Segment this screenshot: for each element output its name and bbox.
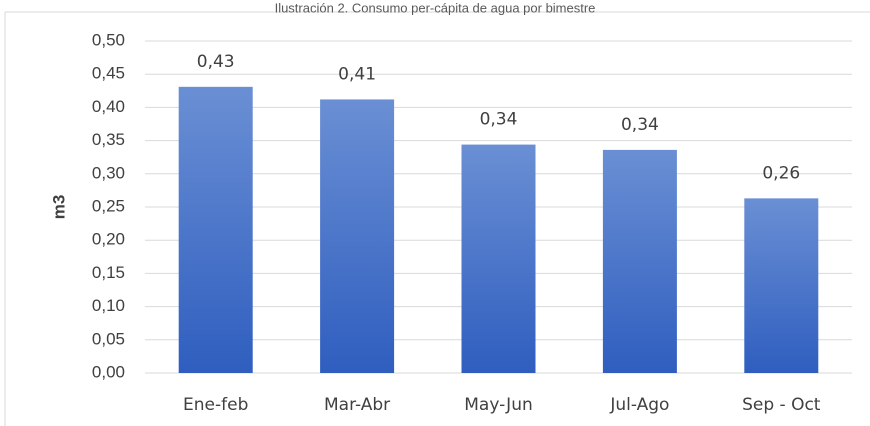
value-label: 0,43	[197, 52, 235, 72]
y-tick-label: 0,45	[92, 64, 125, 83]
y-tick-label: 0,20	[92, 230, 125, 249]
x-tick-label: May-Jun	[464, 395, 533, 415]
x-tick-label: Mar-Abr	[324, 395, 390, 415]
value-label: 0,34	[621, 115, 659, 135]
y-tick-label: 0,35	[92, 130, 125, 149]
y-tick-label: 0,10	[92, 296, 125, 315]
bar	[178, 86, 253, 373]
x-tick-label: Jul-Ago	[609, 395, 669, 415]
bar	[320, 99, 395, 373]
x-tick-label: Ene-feb	[183, 395, 248, 415]
x-tick-label: Sep - Oct	[742, 395, 821, 415]
value-label: 0,26	[762, 163, 800, 183]
value-label: 0,41	[338, 64, 376, 84]
value-label: 0,34	[480, 110, 518, 130]
y-tick-label: 0,50	[92, 30, 125, 49]
bar	[744, 198, 819, 373]
y-axis-title: m3	[49, 195, 68, 220]
y-tick-label: 0,40	[92, 97, 125, 116]
y-tick-label: 0,00	[92, 362, 125, 381]
chart-title: Ilustración 2. Consumo per-cápita de agu…	[275, 0, 596, 15]
bar	[461, 144, 536, 373]
y-tick-label: 0,25	[92, 196, 125, 215]
y-tick-label: 0,05	[92, 329, 125, 348]
y-tick-label: 0,15	[92, 263, 125, 282]
bar	[602, 149, 677, 373]
y-tick-label: 0,30	[92, 163, 125, 182]
